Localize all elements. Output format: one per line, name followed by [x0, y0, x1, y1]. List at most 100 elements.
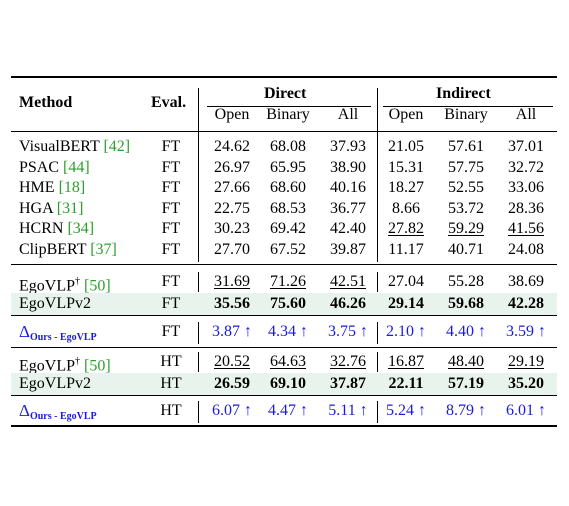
row-g1-3-method-name: HGA	[19, 199, 53, 217]
row-g1-4-val-0: 30.23	[214, 220, 250, 237]
row-g1-0-method: VisualBERT [42]	[19, 136, 130, 158]
row-g2-1-val-0: 35.56	[214, 295, 250, 312]
row-g3-0-eval: HT	[160, 353, 182, 370]
header-col-0: Open	[214, 106, 250, 123]
g1-rule	[11, 264, 557, 265]
row-delta-ht-symbol: Δ	[19, 401, 30, 420]
g2-vline-1	[198, 272, 199, 292]
header-rule	[11, 131, 557, 132]
row-delta-ht-val-3: 5.24 ↑	[386, 402, 426, 419]
row-g1-2-eval: FT	[161, 179, 181, 196]
row-g3-0-val-2: 32.76	[330, 353, 366, 370]
row-g1-2-method: HME [18]	[19, 177, 85, 199]
row-g1-4-val-1: 69.42	[270, 220, 306, 237]
row-g1-5: ClipBERT [37] FT 27.70 67.52 39.87 11.17 40.71…	[11, 239, 557, 261]
row-delta-ht-subscript: Ours - EgoVLP	[29, 411, 97, 422]
d2-vline-2	[377, 401, 378, 423]
row-g1-0-val-4: 57.61	[448, 138, 484, 155]
row-g1-4-method-name: HCRN	[19, 220, 64, 237]
header-vline-2	[377, 88, 378, 136]
d2-vline-1	[198, 401, 199, 423]
row-g1-2-val-3: 18.27	[388, 179, 424, 196]
header-col-4: Binary	[444, 106, 488, 123]
row-g3-0-dagger: †	[75, 356, 80, 367]
header-eval: Eval.	[151, 94, 187, 111]
row-g1-2-val-0: 27.66	[214, 179, 250, 196]
row-g1-2-val-4: 52.55	[448, 179, 484, 196]
header-col-1: Binary	[266, 106, 310, 123]
row-g2-1-val-5: 42.28	[508, 295, 544, 312]
row-g3-0-val-0: 20.52	[214, 353, 250, 370]
header-col-2: All	[337, 106, 359, 123]
row-g1-5-val-1: 67.52	[270, 240, 306, 258]
row-g3-0-val-5: 29.19	[508, 353, 544, 370]
row-delta-ht-label: ΔOurs - EgoVLP	[19, 400, 97, 422]
row-g2-0-val-2: 42.51	[330, 273, 366, 290]
row-delta-ht: ΔOurs - EgoVLP HT 6.07 ↑ 4.47 ↑ 5.11 ↑ 5.24 ↑…	[11, 400, 557, 422]
row-g3-0-method: EgoVLP† [50]	[19, 351, 111, 375]
row-delta-ft-val-2: 3.75 ↑	[328, 323, 368, 340]
row-g1-0-eval: FT	[161, 138, 181, 155]
row-g1-1-eval: FT	[161, 158, 181, 176]
row-delta-ft-subscript: Ours - EgoVLP	[29, 332, 97, 343]
row-g2-0-eval: FT	[161, 273, 181, 290]
row-g1-1-method-name: PSAC	[19, 158, 60, 176]
row-g1-4-eval: FT	[161, 220, 181, 237]
row-g1-1: PSAC [44] FT 26.97 65.95 38.90 15.31 57.75 32.7…	[11, 157, 557, 179]
g2-rule	[11, 315, 557, 316]
row-g2-0-val-4: 55.28	[448, 273, 484, 290]
row-delta-ft-eval: FT	[161, 323, 181, 340]
g3-vline-1	[198, 352, 199, 372]
bottom-rule	[11, 425, 557, 427]
row-g3-1-val-3: 22.11	[388, 375, 424, 392]
row-g1-0-val-3: 21.05	[388, 138, 424, 155]
row-g1-1-cite: [44]	[63, 158, 90, 176]
row-g1-2-val-5: 33.06	[508, 179, 544, 196]
row-g1-1-val-0: 26.97	[214, 158, 250, 176]
row-g1-4: HCRN [34] FT 30.23 69.42 42.40 27.82 59.29 41.5…	[11, 218, 557, 240]
row-g2-1-val-2: 46.26	[330, 295, 366, 312]
row-g1-3-val-3: 8.66	[392, 199, 420, 217]
row-g1-5-val-5: 24.08	[508, 240, 544, 258]
header-direct: Direct	[264, 85, 307, 102]
row-g1-1-val-5: 32.72	[508, 158, 544, 176]
row-g3-0: EgoVLP† [50] HT 20.52 64.63 32.76 16.87 48.40 2…	[11, 351, 557, 375]
row-g1-5-method: ClipBERT [37]	[19, 239, 117, 261]
header-method: Method	[19, 94, 73, 111]
row-delta-ht-val-1: 4.47 ↑	[268, 402, 308, 419]
row-g3-0-val-4: 48.40	[448, 353, 484, 370]
row-g3-1: EgoVLPv2 HT 26.59 69.10 37.87 22.11 57.19 35.20	[11, 373, 557, 395]
row-g1-5-val-0: 27.70	[214, 240, 250, 258]
row-g1-4-val-4: 59.29	[448, 220, 484, 237]
row-delta-ft: ΔOurs - EgoVLP FT 3.87 ↑ 4.34 ↑ 3.75 ↑ 2.10 ↑…	[11, 321, 557, 343]
row-delta-ht-val-4: 8.79 ↑	[446, 402, 486, 419]
row-g1-2-cite: [18]	[58, 179, 86, 196]
row-g2-1-val-1: 75.60	[270, 295, 306, 312]
row-delta-ft-val-1: 4.34 ↑	[268, 323, 308, 340]
row-g3-0-cite: [50]	[84, 357, 111, 375]
row-g1-3-val-2: 36.77	[330, 199, 366, 217]
row-g1-4-val-5: 41.56	[508, 220, 544, 237]
row-g3-1-val-1: 69.10	[270, 375, 306, 392]
row-g1-5-val-3: 11.17	[388, 240, 424, 258]
row-g2-0-val-1: 71.26	[270, 273, 306, 290]
header-indirect-rule	[383, 106, 553, 107]
g1-vline-1	[198, 134, 199, 262]
row-g2-1-val-3: 29.14	[388, 295, 424, 312]
row-g2-0-val-0: 31.69	[214, 273, 250, 290]
row-g1-4-val-2: 42.40	[330, 220, 366, 237]
row-g1-3-eval: FT	[161, 199, 181, 217]
row-delta-ft-val-0: 3.87 ↑	[212, 323, 252, 340]
row-g3-1-method: EgoVLPv2	[19, 373, 91, 395]
row-delta-ht-val-2: 5.11 ↑	[328, 402, 368, 419]
row-g3-0-method-name: EgoVLP	[19, 357, 75, 375]
row-g2-0-cite: [50]	[84, 277, 111, 295]
row-delta-ft-val-4: 4.40 ↑	[446, 323, 486, 340]
row-g2-1-method: EgoVLPv2	[19, 293, 91, 315]
row-g1-4-val-3: 27.82	[388, 220, 424, 237]
row-g1-0-val-5: 37.01	[508, 138, 544, 155]
g2-vline-2	[377, 272, 378, 292]
row-g1-3-cite: [31]	[56, 199, 84, 217]
row-g1-0: VisualBERT [42] FT 24.62 68.08 37.93 21.05 57.…	[11, 136, 557, 158]
row-g2-1-val-4: 59.68	[448, 295, 484, 312]
